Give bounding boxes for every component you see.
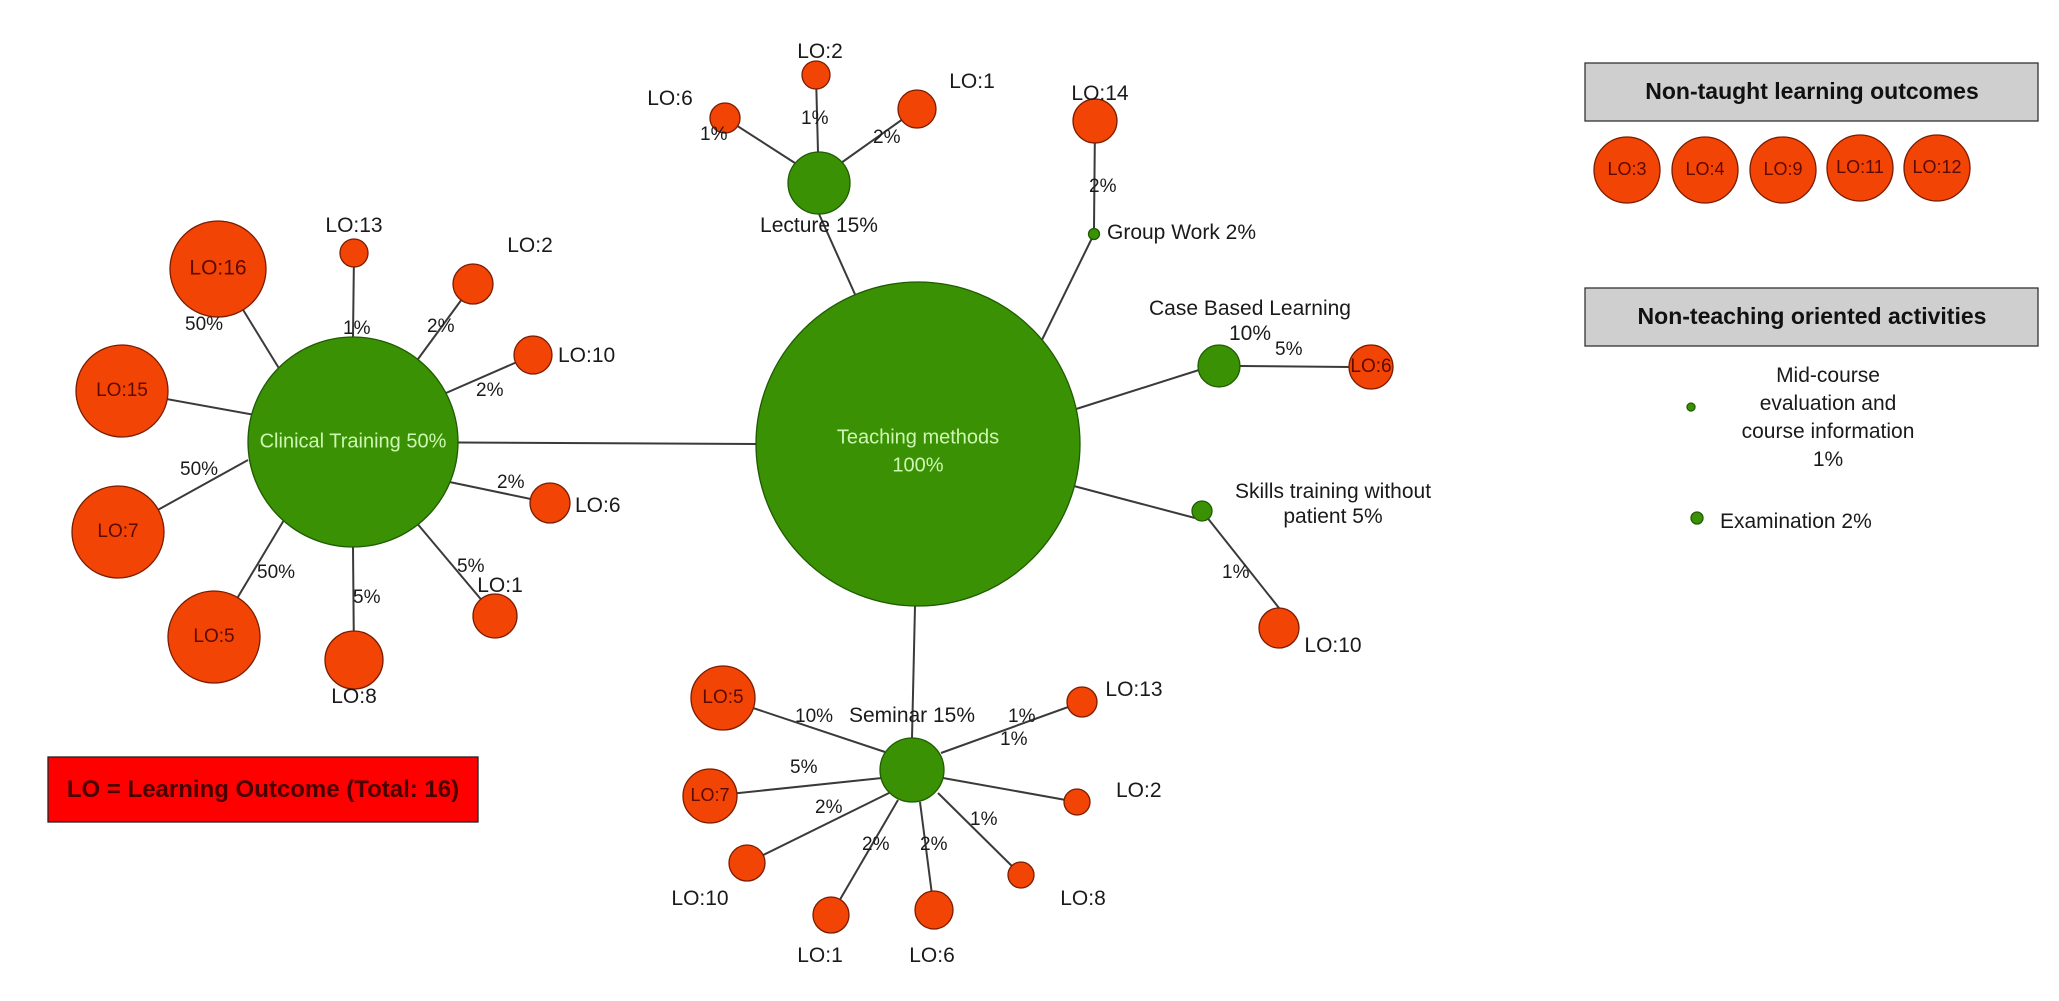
svg-text:LO:8: LO:8 bbox=[1060, 887, 1106, 910]
svg-text:1%: 1% bbox=[343, 318, 371, 339]
svg-text:LO:13: LO:13 bbox=[1105, 678, 1162, 701]
svg-text:1%: 1% bbox=[1813, 448, 1843, 471]
svg-text:LO:7: LO:7 bbox=[690, 785, 729, 805]
svg-text:LO:6: LO:6 bbox=[575, 494, 621, 517]
svg-text:1%: 1% bbox=[1008, 706, 1036, 727]
svg-text:1%: 1% bbox=[1000, 729, 1028, 750]
svg-text:2%: 2% bbox=[427, 316, 455, 337]
svg-text:LO:8: LO:8 bbox=[331, 685, 377, 708]
svg-text:Non-taught learning outcomes: Non-taught learning outcomes bbox=[1645, 78, 1979, 104]
svg-text:course information: course information bbox=[1742, 420, 1915, 443]
svg-text:5%: 5% bbox=[353, 587, 381, 608]
svg-text:5%: 5% bbox=[790, 757, 818, 778]
svg-text:5%: 5% bbox=[1275, 339, 1303, 360]
svg-text:LO = Learning Outcome (Total:: LO = Learning Outcome (Total: 16) bbox=[67, 776, 459, 803]
svg-text:LO:14: LO:14 bbox=[1071, 82, 1129, 105]
svg-text:2%: 2% bbox=[476, 380, 504, 401]
svg-text:100%: 100% bbox=[892, 454, 943, 476]
svg-text:LO:5: LO:5 bbox=[702, 687, 743, 708]
svg-text:LO:5: LO:5 bbox=[193, 626, 234, 647]
svg-text:50%: 50% bbox=[180, 459, 218, 480]
svg-text:2%: 2% bbox=[1089, 176, 1117, 197]
svg-text:2%: 2% bbox=[920, 834, 948, 855]
svg-text:Clinical Training 50%: Clinical Training 50% bbox=[260, 430, 447, 452]
svg-text:Skills training without: Skills training without bbox=[1235, 480, 1431, 503]
svg-text:LO:15: LO:15 bbox=[96, 380, 148, 401]
svg-text:LO:1: LO:1 bbox=[797, 944, 843, 967]
svg-text:LO:13: LO:13 bbox=[325, 214, 382, 237]
svg-text:2%: 2% bbox=[815, 797, 843, 818]
svg-text:LO:2: LO:2 bbox=[1116, 779, 1162, 802]
svg-text:LO:12: LO:12 bbox=[1912, 157, 1961, 177]
svg-text:1%: 1% bbox=[970, 809, 998, 830]
svg-text:LO:16: LO:16 bbox=[189, 257, 246, 280]
svg-text:10%: 10% bbox=[1229, 322, 1271, 345]
svg-text:2%: 2% bbox=[497, 472, 525, 493]
svg-text:Seminar 15%: Seminar 15% bbox=[849, 704, 975, 727]
svg-text:50%: 50% bbox=[185, 314, 223, 335]
svg-text:LO:3: LO:3 bbox=[1607, 159, 1646, 179]
svg-text:LO:4: LO:4 bbox=[1685, 159, 1724, 179]
svg-text:LO:9: LO:9 bbox=[1763, 159, 1802, 179]
svg-text:LO:10: LO:10 bbox=[671, 887, 728, 910]
svg-text:Case Based Learning: Case Based Learning bbox=[1149, 297, 1351, 320]
svg-text:LO:2: LO:2 bbox=[507, 234, 553, 257]
svg-text:5%: 5% bbox=[457, 556, 485, 577]
svg-text:1%: 1% bbox=[1222, 562, 1250, 583]
svg-text:50%: 50% bbox=[257, 562, 295, 583]
svg-text:LO:7: LO:7 bbox=[97, 521, 138, 542]
svg-text:1%: 1% bbox=[700, 124, 728, 145]
svg-text:evaluation and: evaluation and bbox=[1760, 392, 1897, 415]
svg-text:Group Work 2%: Group Work 2% bbox=[1107, 221, 1256, 244]
svg-text:patient 5%: patient 5% bbox=[1283, 505, 1382, 528]
svg-text:Examination 2%: Examination 2% bbox=[1720, 510, 1872, 533]
svg-text:LO:6: LO:6 bbox=[647, 87, 693, 110]
svg-text:LO:10: LO:10 bbox=[1304, 634, 1361, 657]
svg-text:2%: 2% bbox=[862, 834, 890, 855]
svg-text:LO:2: LO:2 bbox=[797, 40, 843, 63]
svg-text:10%: 10% bbox=[795, 706, 833, 727]
svg-text:Mid-course: Mid-course bbox=[1776, 364, 1880, 387]
svg-text:LO:10: LO:10 bbox=[558, 344, 615, 367]
svg-text:LO:6: LO:6 bbox=[1350, 356, 1391, 377]
svg-text:Non-teaching oriented activiti: Non-teaching oriented activities bbox=[1638, 303, 1987, 329]
svg-text:LO:6: LO:6 bbox=[909, 944, 955, 967]
svg-text:1%: 1% bbox=[801, 108, 829, 129]
svg-text:LO:11: LO:11 bbox=[1836, 157, 1884, 177]
svg-text:LO:1: LO:1 bbox=[477, 574, 523, 597]
svg-text:Lecture 15%: Lecture 15% bbox=[760, 214, 878, 237]
svg-text:Teaching methods: Teaching methods bbox=[837, 426, 999, 448]
svg-text:LO:1: LO:1 bbox=[949, 70, 995, 93]
svg-text:2%: 2% bbox=[873, 127, 901, 148]
